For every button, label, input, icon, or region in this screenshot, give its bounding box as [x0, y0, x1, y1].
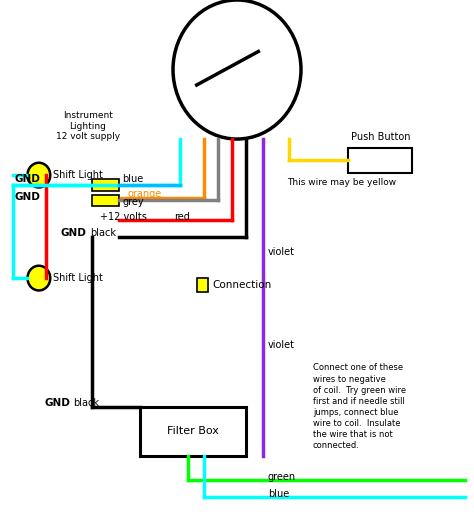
Text: green: green — [268, 472, 296, 483]
Text: +12 volts: +12 volts — [100, 212, 146, 222]
Text: violet: violet — [268, 247, 295, 258]
Text: black: black — [90, 228, 116, 238]
Text: red: red — [174, 212, 190, 222]
FancyBboxPatch shape — [348, 148, 412, 173]
FancyBboxPatch shape — [197, 278, 208, 292]
FancyBboxPatch shape — [92, 179, 118, 191]
FancyBboxPatch shape — [140, 407, 246, 456]
Text: GND: GND — [60, 228, 86, 238]
Text: grey: grey — [122, 197, 144, 207]
Text: Shift Light: Shift Light — [53, 170, 103, 180]
Text: GND: GND — [44, 398, 70, 408]
Text: Instrument
Lighting
12 volt supply: Instrument Lighting 12 volt supply — [55, 111, 120, 141]
FancyBboxPatch shape — [92, 195, 118, 206]
Text: Connect one of these
wires to negative
of coil.  Try green wire
first and if nee: Connect one of these wires to negative o… — [313, 364, 406, 450]
Text: Shift Light: Shift Light — [53, 273, 103, 283]
Text: blue: blue — [122, 174, 144, 184]
Text: GND: GND — [14, 174, 40, 184]
Text: GND: GND — [14, 192, 40, 202]
Text: violet: violet — [268, 340, 295, 350]
Text: orange: orange — [128, 188, 162, 199]
Text: Filter Box: Filter Box — [167, 426, 219, 436]
Text: Connection: Connection — [212, 280, 272, 290]
Text: Push Button: Push Button — [351, 132, 410, 142]
Circle shape — [27, 163, 50, 187]
Text: blue: blue — [268, 489, 289, 500]
Text: black: black — [73, 398, 100, 408]
Text: This wire may be yellow: This wire may be yellow — [287, 178, 396, 187]
Circle shape — [27, 266, 50, 290]
